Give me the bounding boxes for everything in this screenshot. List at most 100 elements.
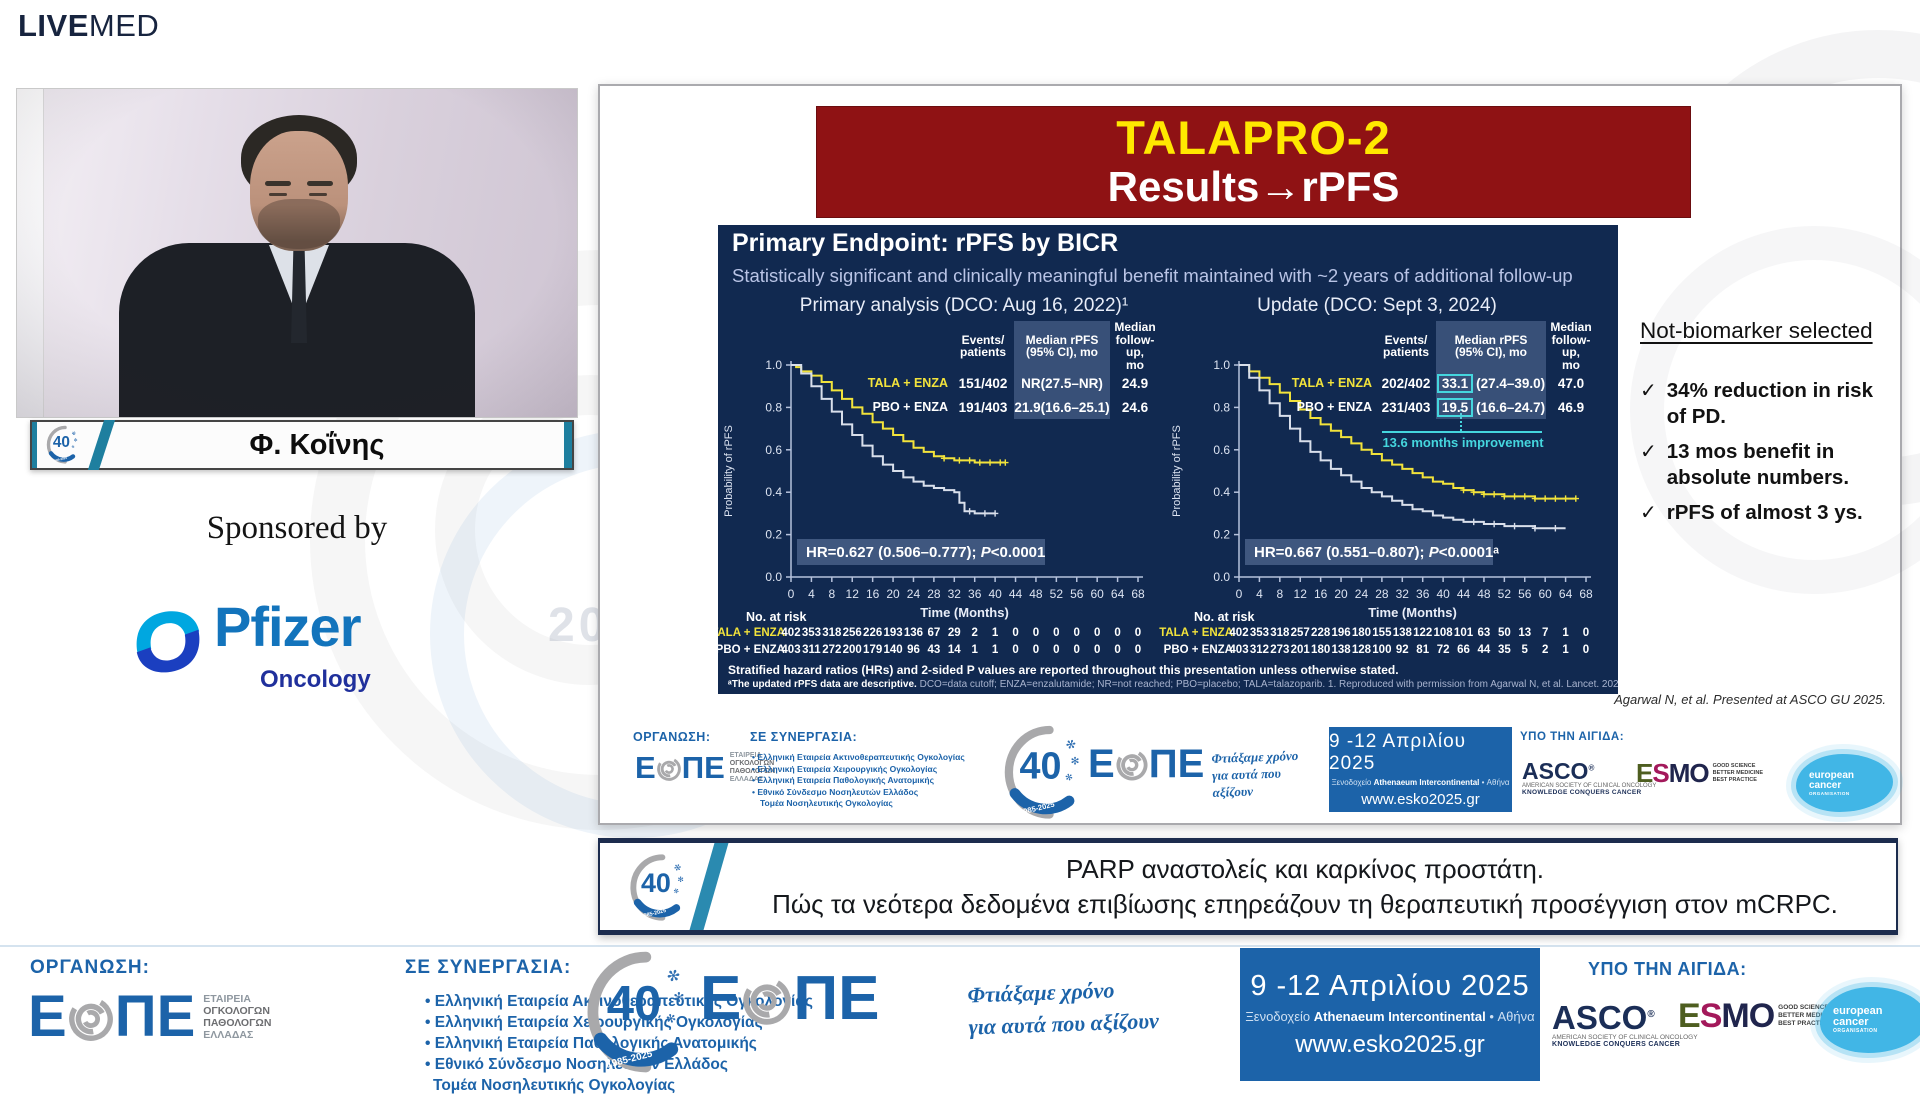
svg-text:60: 60 xyxy=(1090,587,1104,601)
organization-label: ΟΡΓΑΝΩΣΗ: xyxy=(633,730,711,744)
svg-text:0.4: 0.4 xyxy=(765,485,782,499)
anniversary-badge-icon: 40 1985-2025 ✻ ✻ ✻ xyxy=(42,425,82,465)
km-chart-update: 0.0 0.2 0.4 0.6 0.8 1.0 0 4 8 12 16 20 24 28 32 36 40 44 4… xyxy=(1159,353,1618,688)
svg-text:68: 68 xyxy=(1131,587,1145,601)
svg-text:353: 353 xyxy=(1250,627,1269,639)
series-label: TALA + ENZA xyxy=(1291,376,1372,390)
collaboration-list: Ελληνική Εταιρεία Ακτινοθεραπευτικής Ογκ… xyxy=(752,752,965,810)
svg-text:40: 40 xyxy=(1020,744,1062,786)
svg-text:311: 311 xyxy=(802,644,821,656)
svg-text:13: 13 xyxy=(1518,627,1531,639)
speaker-brow xyxy=(307,181,333,186)
km-table-primary: Events/ patients Median rPFS (95% CI), mo… xyxy=(868,321,1160,419)
svg-text:256: 256 xyxy=(843,627,862,639)
event-venue: Ξενοδοχείο Athenaeum Intercontinental • … xyxy=(1331,778,1510,787)
svg-text:318: 318 xyxy=(1270,627,1290,639)
slide-title-line2: Results→rPFS xyxy=(1107,163,1400,210)
analysis-label-update: Update (DCO: Sept 3, 2024) xyxy=(1257,295,1497,316)
svg-text:1.0: 1.0 xyxy=(765,358,782,372)
check-icon: ✓ xyxy=(1640,441,1657,463)
livemed-logo: LIVEMED xyxy=(18,8,159,44)
eope-logo: Ε ΠΕ ΕΤΑΙΡΕΙΑ ΟΓΚΟΛΟΓΩΝ ΠΑΘΟΛΟΓΩΝ ΕΛΛΑΔΑΣ xyxy=(28,984,272,1049)
pfizer-division: Oncology xyxy=(260,666,371,693)
svg-text:0: 0 xyxy=(1135,627,1141,639)
svg-text:✻: ✻ xyxy=(673,990,685,1005)
svg-text:44: 44 xyxy=(1457,587,1471,601)
event-dates: 9 -12 Απριλίου 2025 xyxy=(1329,731,1467,774)
svg-text:0.6: 0.6 xyxy=(1213,443,1230,457)
svg-text:312: 312 xyxy=(1250,644,1269,656)
annotation-block: Not-biomarker selected ✓ 34% reduction in… xyxy=(1640,318,1894,526)
svg-text:16: 16 xyxy=(1314,587,1328,601)
svg-text:Time (Months): Time (Months) xyxy=(920,605,1009,620)
svg-text:128: 128 xyxy=(1352,644,1372,656)
eope-subtitle: ΕΤΑΙΡΕΙΑ ΟΓΚΟΛΟΓΩΝ ΠΑΘΟΛΟΓΩΝ ΕΛΛΑΔΑΣ xyxy=(203,993,272,1042)
svg-text:No. at risk: No. at risk xyxy=(1194,610,1254,624)
brand-light: MED xyxy=(88,8,160,43)
svg-text:180: 180 xyxy=(1352,627,1371,639)
footnote-abbreviations: ᵃThe updated rPFS data are descriptive. … xyxy=(728,679,1618,690)
collaboration-item: Ελληνική Εταιρεία Χειρουργικής Ογκολογία… xyxy=(752,764,965,776)
improvement-connector xyxy=(1460,409,1462,431)
spiral-icon xyxy=(1116,749,1148,781)
hr-annotation: HR=0.627 (0.506–0.777); P<0.0001 xyxy=(806,544,1045,561)
collaboration-item: Ελληνική Εταιρεία Παθολογικής Ανατομικής xyxy=(752,775,965,787)
svg-text:48: 48 xyxy=(1029,587,1043,601)
svg-text:155: 155 xyxy=(1372,627,1392,639)
video-vignette xyxy=(17,89,577,417)
event-date-box: 9 -12 Απριλίου 2025 Ξενοδοχείο Athenaeum… xyxy=(1240,948,1540,1081)
svg-text:226: 226 xyxy=(863,627,882,639)
svg-text:0: 0 xyxy=(1094,627,1100,639)
svg-text:64: 64 xyxy=(1559,587,1573,601)
km-curve xyxy=(791,364,996,515)
eope-spiral-icon xyxy=(656,756,682,782)
anniversary-logo-icon: 40 1985-2025 ✻ ✻ ✻ xyxy=(1002,724,1082,822)
svg-text:52: 52 xyxy=(1498,587,1512,601)
event-url: www.esko2025.gr xyxy=(1361,791,1480,808)
svg-text:0.0: 0.0 xyxy=(765,570,782,584)
svg-text:0: 0 xyxy=(1053,627,1059,639)
svg-text:136: 136 xyxy=(904,627,923,639)
speaker-video[interactable] xyxy=(16,88,578,418)
svg-text:257: 257 xyxy=(1291,627,1310,639)
svg-text:✻: ✻ xyxy=(71,430,77,437)
svg-text:68: 68 xyxy=(1579,587,1593,601)
svg-text:✻: ✻ xyxy=(74,438,78,443)
session-title-line2: Πώς τα νεότερα δεδομένα επιβίωσης επηρεά… xyxy=(772,888,1838,919)
svg-text:196: 196 xyxy=(1331,627,1350,639)
annotation-bullet: ✓ rPFS of almost 3 ys. xyxy=(1640,501,1863,524)
analysis-label-primary: Primary analysis (DCO: Aug 16, 2022)¹ xyxy=(799,295,1129,316)
svg-text:81: 81 xyxy=(1416,644,1429,656)
svg-text:Time (Months): Time (Months) xyxy=(1368,605,1457,620)
collaboration-item-sub: Τομέα Νοσηλευτικής Ογκολογίας xyxy=(433,1077,676,1094)
svg-text:32: 32 xyxy=(1396,587,1410,601)
svg-text:1: 1 xyxy=(1562,627,1569,639)
series-label: PBO + ENZA xyxy=(872,400,948,414)
svg-text:40: 40 xyxy=(607,977,662,1031)
svg-text:402: 402 xyxy=(1229,627,1248,639)
sponsored-by-label: Sponsored by xyxy=(206,510,388,546)
spiral-icon xyxy=(68,997,113,1042)
svg-text:36: 36 xyxy=(968,587,982,601)
spiral-icon xyxy=(656,757,681,781)
svg-text:200: 200 xyxy=(843,644,862,656)
svg-text:1: 1 xyxy=(1562,644,1569,656)
svg-text:44: 44 xyxy=(1009,587,1023,601)
svg-text:43: 43 xyxy=(927,644,940,656)
svg-text:138: 138 xyxy=(1331,644,1351,656)
brand-bold: LIVE xyxy=(18,8,89,43)
pfizer-wordmark: Pfizer xyxy=(214,595,361,658)
svg-text:0: 0 xyxy=(1012,644,1018,656)
svg-text:52: 52 xyxy=(1050,587,1064,601)
speaker-portrait xyxy=(119,115,475,417)
anniversary-40-icon: 40 1985-2025 ✻ ✻ ✻ xyxy=(1004,725,1080,819)
svg-text:TALA + ENZA: TALA + ENZA xyxy=(718,627,785,639)
svg-text:0: 0 xyxy=(1583,644,1589,656)
plate-accent xyxy=(564,422,572,468)
presentation-slide: TALAPRO-2 Results→rPFS Primary Endpoint:… xyxy=(598,84,1920,825)
european-cancer-logo: european cancer ORGANISATION xyxy=(1820,987,1920,1053)
svg-text:20: 20 xyxy=(1334,587,1348,601)
eope-spiral-icon xyxy=(741,975,793,1027)
speaker-face xyxy=(250,131,348,251)
svg-text:0: 0 xyxy=(1583,627,1589,639)
